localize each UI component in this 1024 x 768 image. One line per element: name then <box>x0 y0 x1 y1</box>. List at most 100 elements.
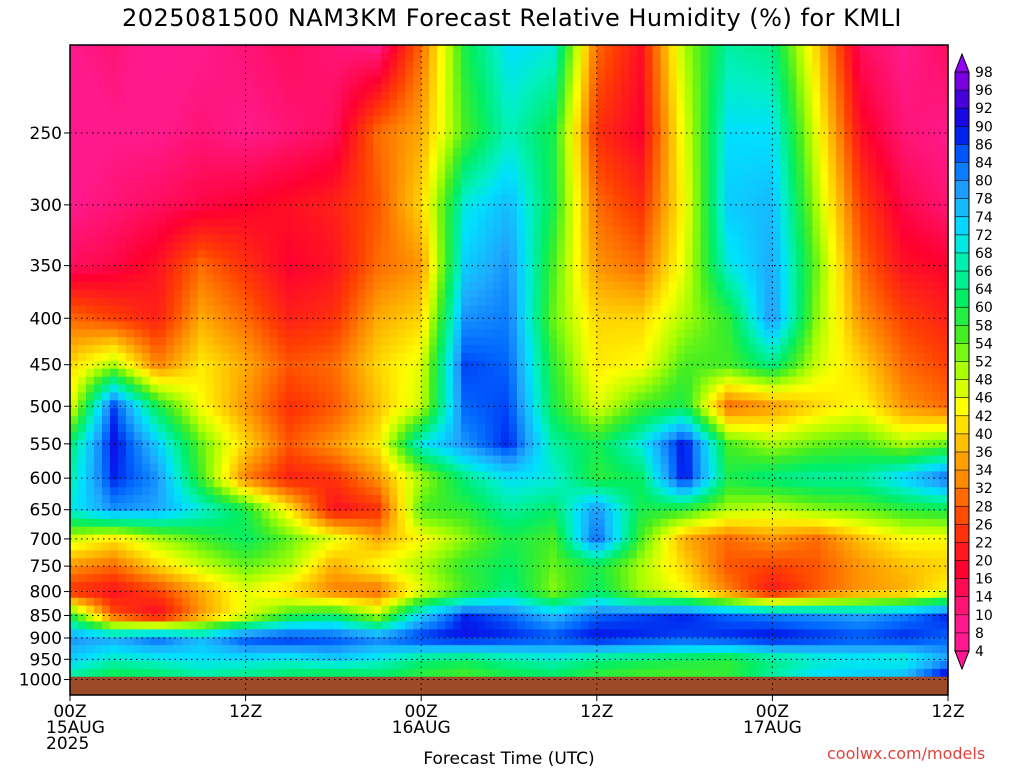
rh-cell <box>501 289 510 299</box>
rh-cell <box>341 242 350 251</box>
rh-cell <box>349 321 358 330</box>
rh-cell <box>341 171 350 180</box>
rh-cell <box>125 163 135 172</box>
rh-cell <box>453 313 462 322</box>
rh-cell <box>93 226 103 236</box>
rh-cell <box>93 163 103 172</box>
rh-cell <box>636 92 646 101</box>
rh-cell <box>884 242 893 251</box>
rh-cell <box>261 281 271 291</box>
rh-cell <box>461 92 470 101</box>
rh-cell <box>397 155 406 165</box>
rh-cell <box>125 384 135 394</box>
rh-cell <box>349 45 358 54</box>
rh-cell <box>477 45 486 54</box>
rh-cell <box>477 60 486 70</box>
rh-cell <box>453 242 462 251</box>
rh-cell <box>860 131 869 141</box>
rh-cell <box>916 92 925 101</box>
rh-cell <box>485 179 494 188</box>
rh-cell <box>213 179 223 188</box>
rh-cell <box>317 45 327 54</box>
rh-cell <box>349 163 358 172</box>
rh-cell <box>580 52 590 62</box>
rh-cell <box>772 179 781 188</box>
rh-cell <box>644 76 654 86</box>
rh-cell <box>213 218 223 228</box>
rh-cell <box>540 242 550 251</box>
rh-cell <box>325 84 334 93</box>
rh-cell <box>668 147 678 157</box>
rh-cell <box>668 337 678 346</box>
rh-cell <box>477 337 486 346</box>
rh-cell <box>445 60 454 70</box>
rh-cell <box>644 210 654 220</box>
rh-cell <box>453 171 462 180</box>
rh-cell <box>692 202 702 212</box>
rh-cell <box>277 171 287 180</box>
rh-cell <box>197 155 207 165</box>
rh-cell <box>389 84 398 93</box>
rh-cell <box>429 155 438 165</box>
rh-cell <box>429 187 438 196</box>
rh-cell <box>341 76 350 86</box>
rh-cell <box>333 376 342 386</box>
rh-cell <box>836 131 845 141</box>
rh-cell <box>469 281 478 291</box>
rh-cell <box>373 123 382 133</box>
rh-cell <box>509 84 518 93</box>
rh-cell <box>349 313 358 322</box>
rh-cell <box>365 352 374 362</box>
rh-cell <box>932 392 941 401</box>
rh-cell <box>173 384 183 394</box>
rh-cell <box>357 274 366 283</box>
rh-cell <box>277 321 287 330</box>
rh-cell <box>309 60 319 70</box>
rh-cell <box>413 321 422 330</box>
rh-cell <box>572 313 582 322</box>
rh-cell <box>588 313 598 322</box>
rh-cell <box>604 131 614 141</box>
rh-cell <box>580 368 590 378</box>
rh-cell <box>708 329 718 338</box>
rh-cell <box>852 258 861 267</box>
rh-cell <box>245 313 255 322</box>
rh-cell <box>245 45 255 54</box>
rh-cell <box>700 352 710 362</box>
rh-cell <box>660 392 670 401</box>
rh-cell <box>740 100 750 109</box>
rh-cell <box>477 345 486 354</box>
rh-cell <box>373 171 382 180</box>
rh-cell <box>349 60 358 70</box>
rh-cell <box>764 108 773 117</box>
rh-cell <box>485 329 494 338</box>
rh-cell <box>636 210 646 220</box>
rh-cell <box>684 289 694 299</box>
rh-cell <box>189 337 199 346</box>
rh-cell <box>596 368 606 378</box>
rh-cell <box>357 250 366 259</box>
rh-cell <box>868 360 877 370</box>
rh-cell <box>796 345 805 354</box>
rh-cell <box>437 155 446 165</box>
rh-cell <box>445 218 454 228</box>
rh-cell <box>85 289 95 299</box>
rh-cell <box>772 187 781 196</box>
rh-cell <box>189 155 199 165</box>
rh-cell <box>437 131 446 141</box>
rh-cell <box>365 68 374 78</box>
rh-cell <box>269 100 279 109</box>
rh-cell <box>253 76 263 86</box>
rh-cell <box>133 234 143 244</box>
rh-cell <box>724 266 734 275</box>
rh-cell <box>397 392 406 401</box>
rh-cell <box>844 360 853 370</box>
rh-cell <box>740 179 750 188</box>
rh-cell <box>756 147 766 157</box>
rh-cell <box>173 100 183 109</box>
rh-cell <box>556 376 566 386</box>
rh-cell <box>493 100 502 109</box>
rh-cell <box>469 368 478 378</box>
rh-cell <box>317 258 327 267</box>
rh-cell <box>540 345 550 354</box>
